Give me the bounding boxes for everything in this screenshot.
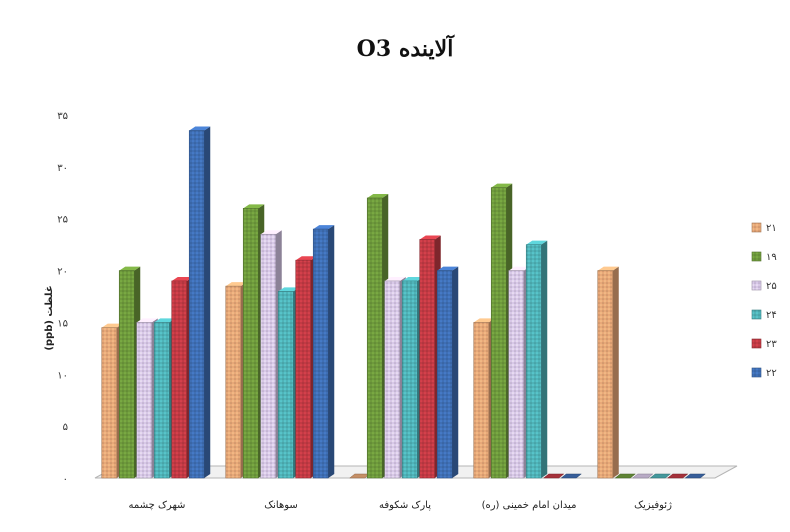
bar bbox=[312, 225, 335, 479]
legend-swatch bbox=[751, 309, 762, 320]
legend-swatch bbox=[751, 280, 762, 291]
legend: ۲۱ ۱۹ ۲۵ ۲۴ ۲۳ ۲۲ bbox=[751, 222, 777, 379]
legend-swatch bbox=[751, 367, 762, 378]
bar bbox=[667, 473, 689, 479]
y-tick-label: ۰ bbox=[63, 474, 68, 485]
bar bbox=[525, 240, 548, 479]
y-tick-label: ۱۵ bbox=[57, 318, 68, 329]
y-axis-ticks: ۰ ۵ ۱۰ ۱۵ ۲۰ ۲۵ ۳۰ ۳۵ bbox=[57, 111, 68, 485]
legend-swatch bbox=[751, 338, 762, 349]
y-tick-label: ۱۰ bbox=[57, 370, 68, 381]
legend-label: ۲۵ bbox=[766, 281, 777, 292]
legend-swatch bbox=[751, 251, 762, 262]
legend-label: ۲۳ bbox=[766, 339, 777, 350]
y-tick-label: ۳۰ bbox=[57, 163, 68, 174]
x-category-label: ژئوفیزیک bbox=[634, 500, 672, 511]
y-tick-label: ۲۵ bbox=[57, 215, 68, 226]
legend-label: ۲۱ bbox=[766, 223, 777, 234]
x-category-label: شهرک چشمه bbox=[129, 500, 186, 511]
bar bbox=[614, 473, 636, 479]
x-axis-categories: شهرک چشمه سوهانک پارک شکوفه میدان امام خمین… bbox=[129, 500, 673, 511]
bars bbox=[101, 126, 706, 479]
y-tick-label: ۳۵ bbox=[57, 111, 68, 122]
y-axis-label: (ppb) غلظت bbox=[44, 285, 55, 350]
x-category-label: پارک شکوفه bbox=[379, 500, 431, 511]
y-tick-label: ۲۰ bbox=[57, 267, 68, 278]
legend-label: ۲۲ bbox=[766, 368, 777, 379]
legend-label: ۱۹ bbox=[766, 252, 777, 263]
bar bbox=[188, 126, 211, 479]
chart-title: آلاینده O3 bbox=[357, 34, 456, 62]
bar bbox=[560, 473, 582, 479]
bar bbox=[543, 473, 565, 479]
x-category-label: سوهانک bbox=[264, 500, 298, 511]
legend-label: ۲۴ bbox=[766, 310, 777, 321]
bar bbox=[597, 266, 619, 479]
x-category-label: میدان امام خمینی (ره) bbox=[482, 500, 577, 511]
bar bbox=[632, 473, 654, 479]
y-tick-label: ۵ bbox=[63, 422, 68, 433]
bar bbox=[436, 266, 459, 479]
bar bbox=[649, 473, 671, 479]
legend-swatch bbox=[751, 222, 762, 233]
bar bbox=[684, 473, 706, 479]
